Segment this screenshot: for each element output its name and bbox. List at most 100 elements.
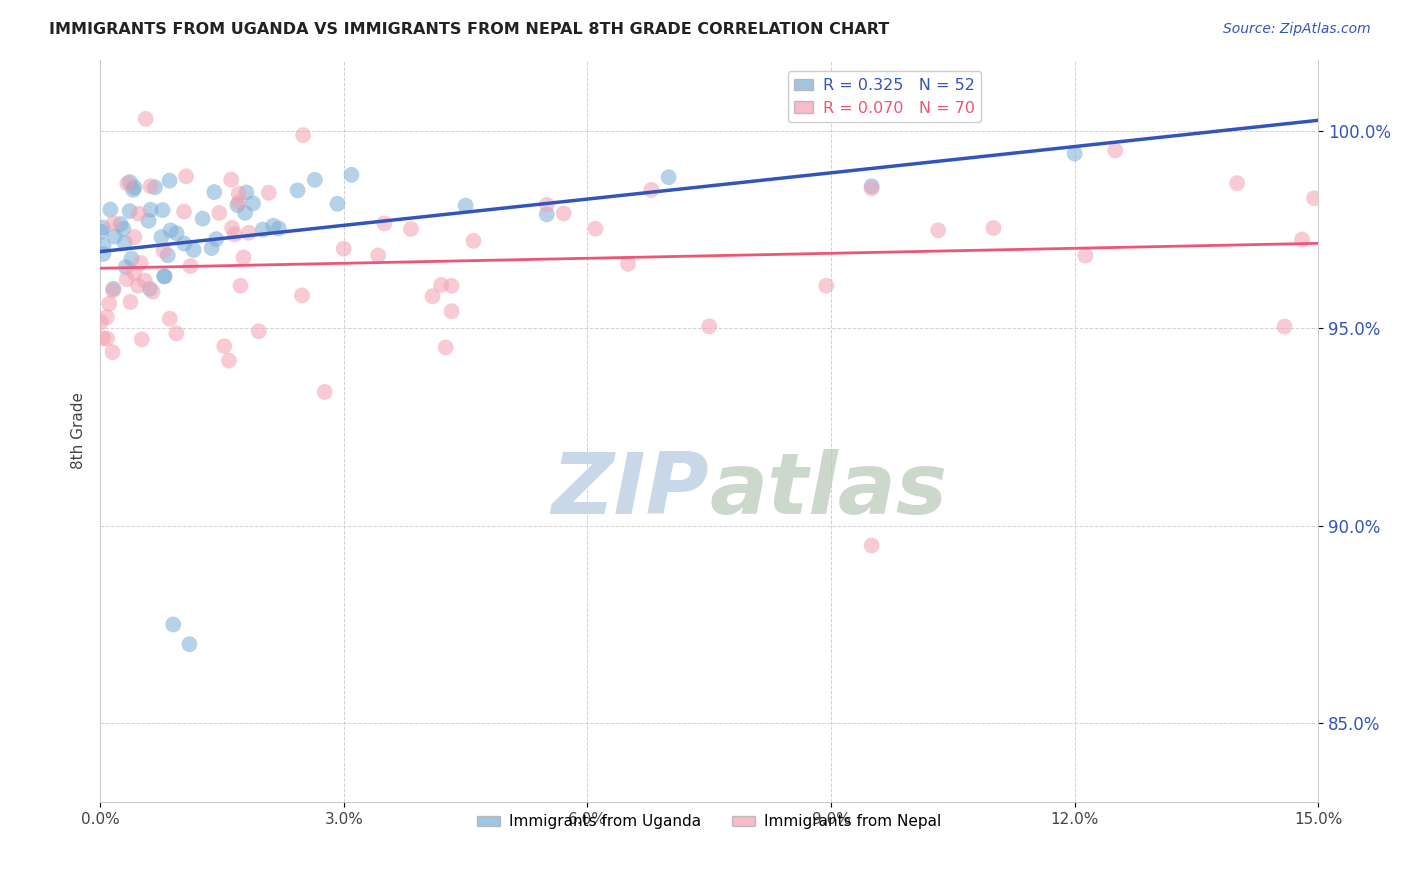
Point <box>135 112 157 126</box>
Point <box>166 227 188 241</box>
Point <box>291 288 314 302</box>
Point <box>422 289 444 303</box>
Point <box>228 186 250 201</box>
Point <box>174 169 197 184</box>
Point <box>153 269 176 284</box>
Point <box>114 235 136 250</box>
Point <box>219 172 242 186</box>
Point <box>658 170 681 185</box>
Text: atlas: atlas <box>709 449 948 532</box>
Point <box>120 295 142 310</box>
Point <box>115 272 138 286</box>
Point <box>91 220 114 235</box>
Point <box>252 222 274 236</box>
Point <box>815 278 838 293</box>
Point <box>118 204 141 219</box>
Y-axis label: 8th Grade: 8th Grade <box>72 392 86 469</box>
Point <box>159 311 181 326</box>
Point <box>983 221 1005 235</box>
Point <box>173 236 195 251</box>
Point <box>134 274 156 288</box>
Point <box>367 248 389 262</box>
Point <box>103 282 125 296</box>
Point <box>434 340 457 354</box>
Point <box>142 285 165 299</box>
Point <box>179 259 201 273</box>
Point <box>860 539 883 553</box>
Point <box>208 206 231 220</box>
Point <box>292 128 315 143</box>
Point <box>90 315 112 329</box>
Text: Source: ZipAtlas.com: Source: ZipAtlas.com <box>1223 22 1371 37</box>
Point <box>1063 146 1085 161</box>
Point <box>697 319 720 334</box>
Point <box>98 202 121 217</box>
Point <box>463 234 485 248</box>
Point <box>617 257 640 271</box>
Point <box>1274 319 1296 334</box>
Point <box>103 216 125 230</box>
Point <box>214 339 236 353</box>
Point <box>165 326 187 341</box>
Point <box>128 207 150 221</box>
Point <box>238 226 260 240</box>
Point <box>117 177 139 191</box>
Point <box>153 269 176 284</box>
Point <box>1226 176 1249 190</box>
Point <box>235 186 257 200</box>
Point <box>536 207 558 221</box>
Point <box>91 331 114 345</box>
Point <box>91 247 114 261</box>
Point <box>101 345 124 359</box>
Point <box>314 384 336 399</box>
Point <box>121 252 143 266</box>
Point <box>118 175 141 189</box>
Point <box>179 637 201 651</box>
Legend: Immigrants from Uganda, Immigrants from Nepal: Immigrants from Uganda, Immigrants from … <box>471 808 948 836</box>
Point <box>96 310 118 325</box>
Point <box>229 278 252 293</box>
Point <box>159 223 181 237</box>
Text: IMMIGRANTS FROM UGANDA VS IMMIGRANTS FROM NEPAL 8TH GRADE CORRELATION CHART: IMMIGRANTS FROM UGANDA VS IMMIGRANTS FRO… <box>49 22 890 37</box>
Point <box>304 173 326 187</box>
Point <box>226 198 249 212</box>
Point <box>640 183 662 197</box>
Point <box>131 332 153 346</box>
Point <box>124 180 146 194</box>
Point <box>152 202 174 217</box>
Point <box>860 179 883 194</box>
Point <box>228 195 250 210</box>
Point <box>129 256 152 270</box>
Point <box>173 204 195 219</box>
Point <box>127 278 149 293</box>
Point <box>1074 249 1097 263</box>
Point <box>454 198 477 212</box>
Point <box>104 229 127 244</box>
Point <box>183 243 205 257</box>
Point <box>440 304 463 318</box>
Point <box>191 211 214 226</box>
Point <box>233 206 256 220</box>
Point <box>257 186 280 200</box>
Point <box>205 232 228 246</box>
Point <box>143 180 166 194</box>
Point <box>139 282 162 296</box>
Point <box>224 227 246 242</box>
Point <box>122 183 145 197</box>
Point <box>326 196 349 211</box>
Point <box>267 221 290 235</box>
Point <box>110 217 132 231</box>
Point <box>262 219 284 233</box>
Point <box>156 248 179 262</box>
Point <box>114 260 136 274</box>
Point <box>440 278 463 293</box>
Point <box>202 185 225 199</box>
Point <box>96 332 118 346</box>
Text: ZIP: ZIP <box>551 449 709 532</box>
Point <box>232 251 254 265</box>
Point <box>93 238 115 252</box>
Point <box>860 181 883 195</box>
Point <box>139 179 162 194</box>
Point <box>287 183 309 197</box>
Point <box>138 214 160 228</box>
